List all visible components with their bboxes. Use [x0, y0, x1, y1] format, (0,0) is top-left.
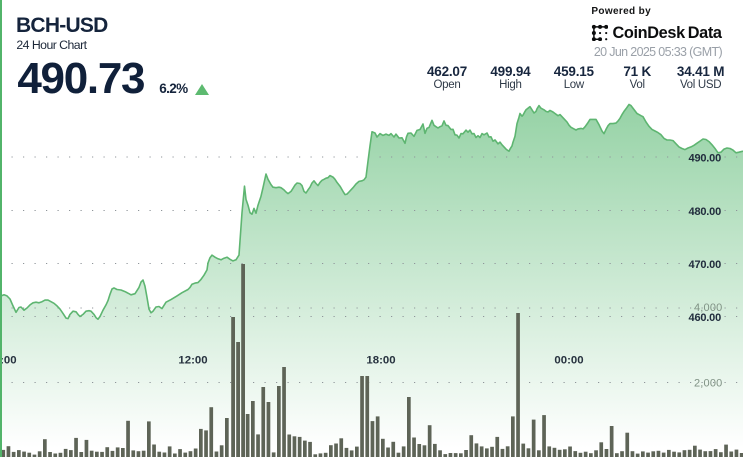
svg-text:480.00: 480.00	[689, 206, 722, 218]
svg-text:4,000: 4,000	[694, 302, 723, 314]
svg-text:12:00: 12:00	[178, 355, 207, 367]
svg-text:06:00: 06:00	[0, 355, 17, 367]
svg-text:00:00: 00:00	[554, 355, 583, 367]
svg-text:470.00: 470.00	[689, 259, 722, 271]
svg-text:18:00: 18:00	[366, 355, 395, 367]
svg-text:460.00: 460.00	[689, 312, 722, 324]
svg-text:490.00: 490.00	[689, 152, 722, 164]
svg-text:2,000: 2,000	[694, 378, 723, 390]
